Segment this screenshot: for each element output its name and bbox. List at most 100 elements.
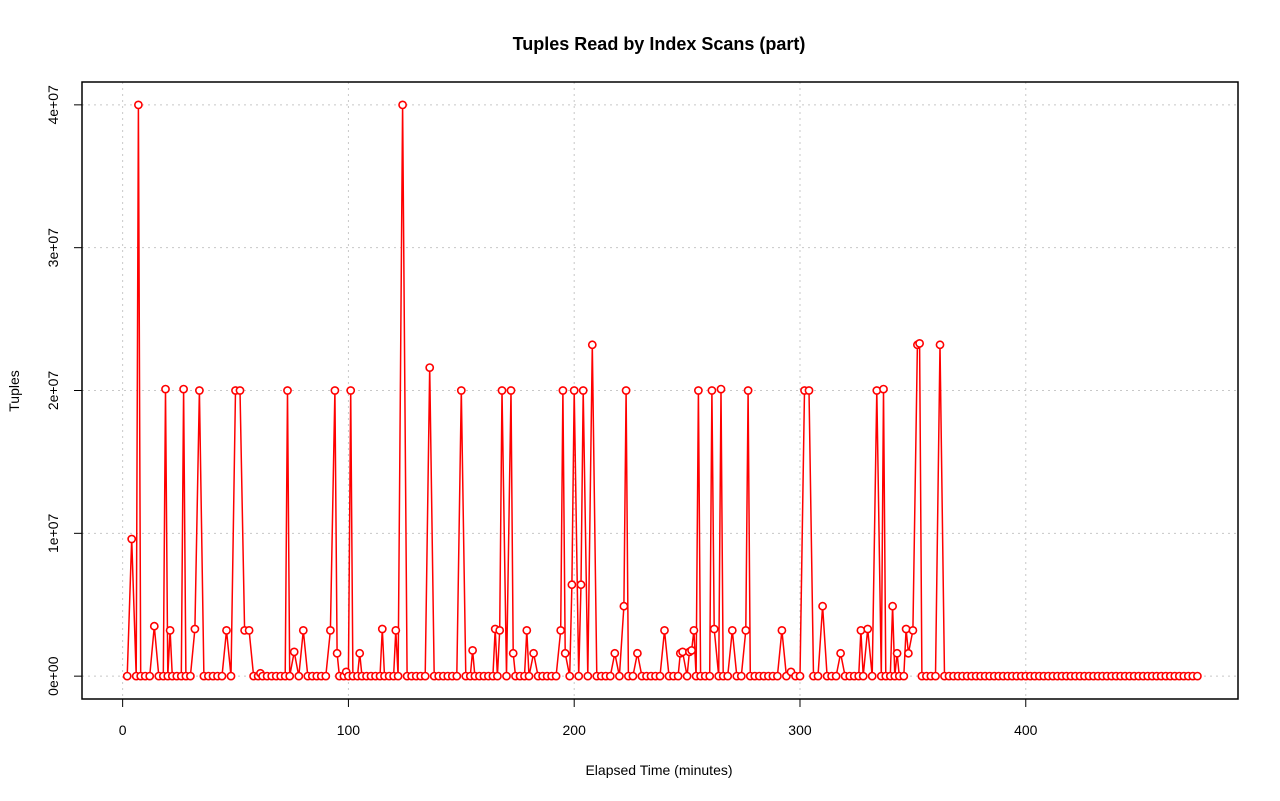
- data-point: [377, 624, 387, 634]
- data-point: [687, 646, 696, 655]
- data-point: [165, 626, 175, 635]
- data-point: [244, 626, 254, 635]
- data-point: [583, 671, 593, 681]
- data-point: [673, 671, 683, 681]
- data-point: [283, 386, 292, 395]
- data-point: [574, 671, 584, 681]
- x-tick-label: 400: [1014, 722, 1038, 738]
- data-point: [321, 671, 331, 681]
- y-tick-label: 3e+07: [45, 228, 61, 268]
- data-point: [867, 671, 877, 681]
- data-point: [567, 580, 577, 590]
- data-point: [194, 386, 204, 395]
- data-point: [529, 648, 538, 658]
- data-point: [813, 671, 823, 681]
- data-point: [619, 601, 629, 611]
- data-point: [492, 671, 502, 681]
- data-point: [804, 386, 814, 395]
- data-point: [226, 671, 236, 681]
- data-point: [502, 671, 511, 681]
- data-point: [741, 626, 751, 635]
- data-point: [565, 671, 575, 681]
- data-point: [723, 671, 733, 681]
- data-point: [393, 671, 403, 681]
- y-axis: 0e+00 1e+07 2e+07 3e+07 4e+07: [45, 85, 82, 696]
- data-point: [468, 646, 477, 655]
- data-point: [355, 648, 365, 658]
- data-point: [133, 100, 143, 110]
- data-point: [1193, 671, 1202, 681]
- data-point: [736, 671, 746, 681]
- data-point: [892, 648, 902, 658]
- data-point: [836, 648, 845, 658]
- data-point: [694, 386, 703, 395]
- data-point: [398, 100, 407, 110]
- data-point: [425, 363, 435, 372]
- data-point: [576, 580, 586, 590]
- data-point: [149, 621, 159, 631]
- data-point: [294, 671, 304, 681]
- data-point: [615, 671, 624, 681]
- data-point: [904, 648, 913, 658]
- x-axis: 0 100 200 300 400: [119, 699, 1038, 738]
- data-point: [190, 624, 200, 634]
- data-point: [578, 386, 588, 395]
- data-point: [298, 626, 308, 635]
- data-point: [888, 601, 897, 611]
- data-point: [179, 384, 188, 394]
- data-point: [235, 386, 245, 395]
- data-point: [145, 671, 155, 681]
- data-point: [560, 648, 570, 658]
- data-point: [743, 386, 753, 395]
- data-point: [332, 648, 342, 658]
- data-point: [621, 386, 631, 395]
- data-point: [222, 626, 231, 635]
- data-point: [633, 648, 642, 658]
- data-point: [831, 671, 841, 681]
- data-point: [587, 340, 597, 350]
- data-point: [325, 626, 335, 635]
- series-points: [122, 100, 1202, 681]
- data-point: [660, 626, 669, 635]
- data-point: [689, 626, 699, 635]
- y-tick-label: 2e+07: [45, 371, 61, 411]
- data-point: [551, 671, 561, 681]
- data-point: [569, 386, 579, 395]
- data-point: [705, 671, 715, 681]
- y-axis-label: Tuples: [6, 370, 22, 412]
- data-point: [773, 671, 782, 681]
- data-point: [863, 624, 873, 634]
- data-point: [346, 386, 356, 395]
- data-point: [524, 671, 534, 681]
- data-point: [935, 340, 945, 350]
- data-point: [901, 624, 911, 634]
- data-point: [856, 626, 866, 635]
- x-axis-label: Elapsed Time (minutes): [585, 762, 732, 778]
- data-point: [127, 534, 137, 544]
- data-point: [795, 671, 805, 681]
- data-point: [858, 671, 868, 681]
- data-point: [777, 626, 787, 635]
- data-point: [915, 338, 924, 348]
- data-point: [707, 386, 717, 395]
- data-point: [655, 671, 665, 681]
- data-point: [456, 386, 466, 395]
- y-tick-label: 1e+07: [45, 513, 61, 553]
- data-point: [818, 601, 827, 611]
- data-point: [289, 647, 299, 657]
- x-tick-label: 100: [337, 722, 361, 738]
- data-point: [899, 671, 909, 681]
- data-point: [185, 671, 195, 681]
- data-point: [420, 671, 430, 681]
- data-point: [452, 671, 462, 681]
- data-point: [217, 671, 227, 681]
- x-tick-label: 300: [788, 722, 812, 738]
- data-point: [508, 648, 518, 658]
- data-point: [605, 671, 615, 681]
- data-point: [330, 386, 340, 395]
- data-point: [727, 626, 737, 635]
- data-point: [285, 671, 295, 681]
- data-point: [610, 648, 620, 658]
